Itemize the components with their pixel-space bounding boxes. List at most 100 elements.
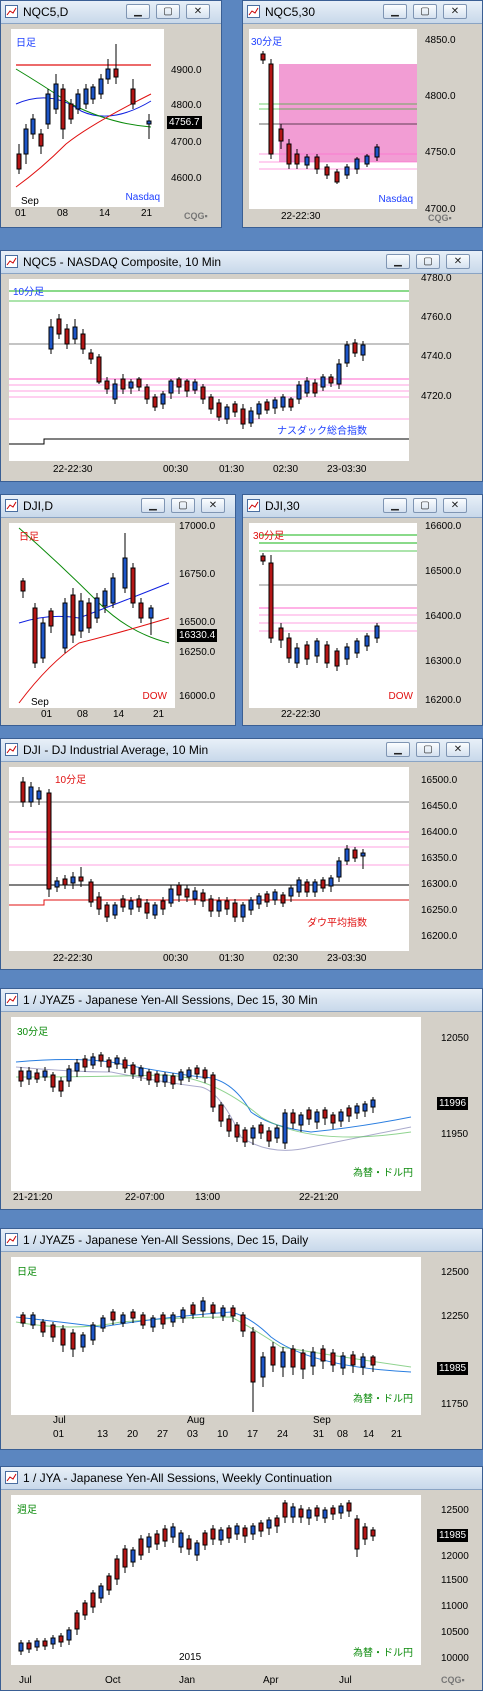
chart-window-dji-daily[interactable]: DJI,D ▁ ▢ ✕ xyxy=(0,494,236,726)
window-title: NQC5,D xyxy=(23,5,69,19)
chart-brand-label: 為替・ドル円 xyxy=(353,1648,413,1659)
chart-plot-area[interactable]: 30分足 Nasdaq xyxy=(249,29,417,209)
close-button[interactable]: ✕ xyxy=(443,498,467,513)
title-bar[interactable]: DJI,D ▁ ▢ ✕ xyxy=(1,495,235,518)
last-price-badge: 11985 xyxy=(437,1362,469,1375)
chart-plot-area[interactable]: 日足 DOW Sep xyxy=(9,523,175,708)
cqg-logo: CQG▪ xyxy=(441,1675,465,1685)
y-tick: 11950 xyxy=(441,1129,469,1140)
chart-window-jya-daily[interactable]: 1 / JYAZ5 - Japanese Yen-All Sessions, D… xyxy=(0,1228,483,1450)
chart-window-jya-weekly[interactable]: 1 / JYA - Japanese Yen-All Sessions, Wee… xyxy=(0,1466,483,1691)
x-tick: 00:30 xyxy=(163,464,189,475)
y-tick: 16000.0 xyxy=(179,691,216,702)
window-title: NQC5,30 xyxy=(265,5,316,19)
chart-window-nqc5-10min[interactable]: NQC5 - NASDAQ Composite, 10 Min ▁ ▢ ✕ xyxy=(0,250,483,482)
y-tick: 4780.0 xyxy=(421,273,452,284)
close-button[interactable]: ✕ xyxy=(443,4,467,19)
chart-window-jya-30min[interactable]: 1 / JYAZ5 - Japanese Yen-All Sessions, D… xyxy=(0,988,483,1210)
close-icon: ✕ xyxy=(453,744,463,755)
chart-plot-area[interactable]: 30分足 為替・ドル円 xyxy=(11,1017,421,1191)
y-tick: 12500 xyxy=(441,1267,469,1278)
chart-window-nqc5-30min[interactable]: NQC5,30 ▁ ▢ ✕ xyxy=(242,0,483,228)
minimize-button[interactable]: ▁ xyxy=(141,498,165,513)
minimize-icon: ▁ xyxy=(149,500,157,511)
close-icon: ✕ xyxy=(193,6,203,17)
last-price-badge: 4756.7 xyxy=(167,116,202,129)
y-tick: 16500.0 xyxy=(421,775,458,786)
close-button[interactable]: ✕ xyxy=(446,254,470,269)
minimize-button[interactable]: ▁ xyxy=(383,498,407,513)
chart-canvas xyxy=(9,777,409,922)
title-bar[interactable]: NQC5,30 ▁ ▢ ✕ xyxy=(243,1,482,24)
minimize-button[interactable]: ▁ xyxy=(386,742,410,757)
last-price-badge: 16330.4 xyxy=(177,629,218,642)
x-tick: 14 xyxy=(363,1429,375,1440)
title-bar[interactable]: NQC5 - NASDAQ Composite, 10 Min ▁ ▢ ✕ xyxy=(1,251,482,274)
x-tick: 02:30 xyxy=(273,953,299,964)
chart-window-nqc5-daily[interactable]: NQC5,D ▁ ▢ ✕ xyxy=(0,0,222,228)
month-label: Aug xyxy=(187,1415,205,1426)
y-tick: 16450.0 xyxy=(421,801,458,812)
x-tick: 10 xyxy=(217,1429,229,1440)
x-tick: 24 xyxy=(277,1429,289,1440)
x-tick: 00:30 xyxy=(163,953,189,964)
minimize-button[interactable]: ▁ xyxy=(383,4,407,19)
y-tick: 10000 xyxy=(441,1653,469,1664)
minimize-button[interactable]: ▁ xyxy=(386,254,410,269)
chart-plot-area[interactable]: 10分足 ダウ平均指数 xyxy=(9,767,409,951)
title-bar[interactable]: 1 / JYAZ5 - Japanese Yen-All Sessions, D… xyxy=(1,1229,482,1252)
chart-plot-area[interactable]: 週足 為替・ドル円 2015 xyxy=(11,1495,421,1665)
title-bar[interactable]: 1 / JYA - Japanese Yen-All Sessions, Wee… xyxy=(1,1467,482,1490)
y-tick: 16300.0 xyxy=(421,879,458,890)
window-title: NQC5 - NASDAQ Composite, 10 Min xyxy=(23,255,222,269)
close-button[interactable]: ✕ xyxy=(446,742,470,757)
close-button[interactable]: ✕ xyxy=(201,498,225,513)
month-label: Sep xyxy=(21,196,39,207)
x-tick: 23-03:30 xyxy=(327,464,367,475)
y-tick: 16500.0 xyxy=(425,566,462,577)
minimize-button[interactable]: ▁ xyxy=(126,4,150,19)
chart-plot-area[interactable]: 30分足 DOW xyxy=(249,523,417,708)
y-tick: 4750.0 xyxy=(425,147,456,158)
close-icon: ✕ xyxy=(450,500,460,511)
x-tick: 22-22:30 xyxy=(281,709,321,720)
chart-plot-area[interactable]: 10分足 ナスダック総合指数 xyxy=(9,279,409,461)
maximize-button[interactable]: ▢ xyxy=(413,4,437,19)
chart-window-icon xyxy=(247,499,260,512)
chart-period-label: 30分足 xyxy=(253,531,285,542)
chart-period-label: 10分足 xyxy=(13,287,45,298)
y-tick: 4900.0 xyxy=(171,65,202,76)
x-tick: Apr xyxy=(263,1675,279,1686)
y-tick: 16200.0 xyxy=(425,695,462,706)
y-tick: 16250.0 xyxy=(179,647,216,658)
y-tick: 4740.0 xyxy=(421,351,452,362)
title-bar[interactable]: NQC5,D ▁ ▢ ✕ xyxy=(1,1,221,24)
close-button[interactable]: ✕ xyxy=(186,4,210,19)
y-tick: 16300.0 xyxy=(425,656,462,667)
maximize-button[interactable]: ▢ xyxy=(416,254,440,269)
title-bar[interactable]: 1 / JYAZ5 - Japanese Yen-All Sessions, D… xyxy=(1,989,482,1012)
x-tick: 22-07:00 xyxy=(125,1192,165,1203)
chart-plot-area[interactable]: 日足 為替・ドル円 xyxy=(11,1257,421,1415)
chart-plot-area[interactable]: 日足 Nasdaq Sep xyxy=(11,29,164,207)
month-label: Sep xyxy=(31,697,49,708)
chart-period-label: 10分足 xyxy=(55,775,87,786)
x-tick: 22-21:20 xyxy=(299,1192,339,1203)
maximize-button[interactable]: ▢ xyxy=(156,4,180,19)
y-tick: 12250 xyxy=(441,1311,469,1322)
title-bar[interactable]: DJI,30 ▁ ▢ ✕ xyxy=(243,495,482,518)
chart-window-dji-10min[interactable]: DJI - DJ Industrial Average, 10 Min ▁ ▢ … xyxy=(0,738,483,970)
maximize-icon: ▢ xyxy=(163,6,173,17)
chart-window-icon xyxy=(5,1233,18,1246)
maximize-button[interactable]: ▢ xyxy=(416,742,440,757)
x-tick: Jan xyxy=(179,1675,196,1686)
chart-window-dji-30min[interactable]: DJI,30 ▁ ▢ ✕ xyxy=(242,494,483,726)
maximize-button[interactable]: ▢ xyxy=(413,498,437,513)
x-tick: Jul xyxy=(339,1675,352,1686)
y-tick: 10500 xyxy=(441,1627,469,1638)
title-bar[interactable]: DJI - DJ Industrial Average, 10 Min ▁ ▢ … xyxy=(1,739,482,762)
chart-canvas xyxy=(15,44,152,188)
maximize-button[interactable]: ▢ xyxy=(171,498,195,513)
chart-period-label: 週足 xyxy=(17,1505,37,1516)
x-tick: 01:30 xyxy=(219,464,245,475)
